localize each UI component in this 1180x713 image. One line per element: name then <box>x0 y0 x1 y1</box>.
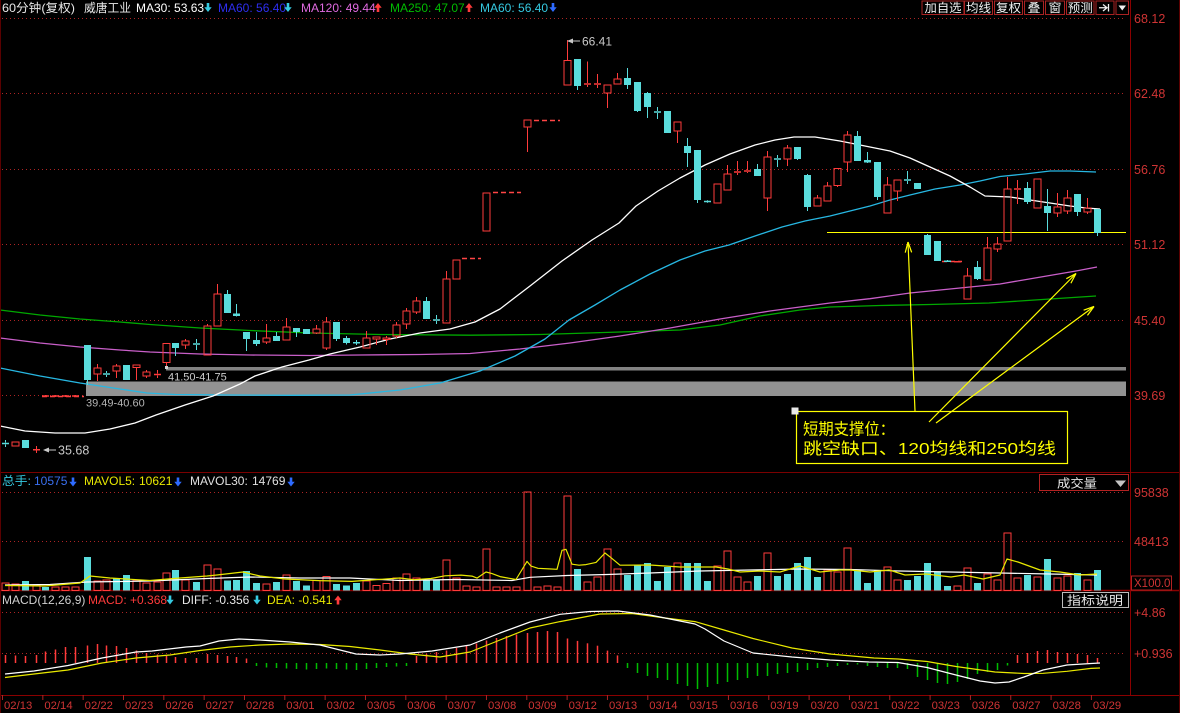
svg-text:03/08: 03/08 <box>488 700 516 712</box>
svg-text:03/22: 03/22 <box>891 700 919 712</box>
svg-text:41.50-41.75: 41.50-41.75 <box>168 372 227 384</box>
svg-text:威唐工业: 威唐工业 <box>84 0 131 15</box>
svg-text:68.12: 68.12 <box>1134 12 1165 26</box>
svg-text:48413: 48413 <box>1134 535 1169 549</box>
svg-text:跳空缺口、120均线和250均线: 跳空缺口、120均线和250均线 <box>803 440 1056 458</box>
svg-text:+0.936: +0.936 <box>1134 647 1173 661</box>
svg-text:DEA: -0.541: DEA: -0.541 <box>267 593 333 607</box>
svg-text:66.41: 66.41 <box>582 35 612 49</box>
svg-text:MA60: 56.40: MA60: 56.40 <box>218 1 286 15</box>
svg-text:MA30: 53.63: MA30: 53.63 <box>136 1 204 15</box>
svg-text:03/01: 03/01 <box>286 700 314 712</box>
svg-text:10621: 10621 <box>139 474 173 488</box>
svg-text:均线: 均线 <box>966 1 991 15</box>
svg-text:03/07: 03/07 <box>448 700 476 712</box>
svg-text:10575: 10575 <box>34 474 68 488</box>
svg-text:MA60: 56.40: MA60: 56.40 <box>480 1 548 15</box>
svg-text:+4.86: +4.86 <box>1134 606 1166 620</box>
svg-text:03/26: 03/26 <box>972 700 1000 712</box>
svg-text:叠: 叠 <box>1028 1 1041 15</box>
svg-text:03/28: 03/28 <box>1053 700 1081 712</box>
svg-text:02/28: 02/28 <box>246 700 274 712</box>
svg-text:62.48: 62.48 <box>1134 87 1165 101</box>
svg-text:DIFF: -0.356: DIFF: -0.356 <box>182 593 250 607</box>
svg-text:03/06: 03/06 <box>407 700 435 712</box>
svg-text:加自选: 加自选 <box>925 1 962 15</box>
svg-text:03/05: 03/05 <box>367 700 395 712</box>
svg-text:指标说明: 指标说明 <box>1067 593 1123 608</box>
svg-text:39.69: 39.69 <box>1134 389 1165 403</box>
svg-text:MAVOL5:: MAVOL5: <box>84 474 135 488</box>
svg-text:56.76: 56.76 <box>1134 163 1165 177</box>
svg-text:35.68: 35.68 <box>58 444 89 458</box>
svg-text:02/27: 02/27 <box>206 700 234 712</box>
svg-text:03/29: 03/29 <box>1093 700 1121 712</box>
svg-text:总手:: 总手: <box>2 474 31 488</box>
svg-text:95838: 95838 <box>1134 486 1169 500</box>
svg-text:复权: 复权 <box>996 1 1021 15</box>
svg-text:03/12: 03/12 <box>569 700 597 712</box>
svg-text:03/13: 03/13 <box>609 700 637 712</box>
svg-text:短期支撑位：: 短期支撑位： <box>803 421 895 439</box>
svg-text:X100.0: X100.0 <box>1134 578 1170 590</box>
svg-text:MA120: 49.44: MA120: 49.44 <box>301 1 376 15</box>
svg-text:MACD(12,26,9): MACD(12,26,9) <box>2 593 85 607</box>
svg-text:MACD: +0.368: MACD: +0.368 <box>88 593 167 607</box>
svg-text:02/26: 02/26 <box>165 700 193 712</box>
svg-text:03/14: 03/14 <box>649 700 677 712</box>
svg-text:14769: 14769 <box>252 474 286 488</box>
svg-text:60分钟(复权): 60分钟(复权) <box>2 0 75 15</box>
svg-text:02/23: 02/23 <box>125 700 153 712</box>
svg-text:02/14: 02/14 <box>44 700 72 712</box>
svg-text:MA250: 47.07: MA250: 47.07 <box>390 1 465 15</box>
svg-text:03/19: 03/19 <box>770 700 798 712</box>
svg-text:03/27: 03/27 <box>1012 700 1040 712</box>
svg-text:03/02: 03/02 <box>327 700 355 712</box>
svg-text:03/21: 03/21 <box>851 700 879 712</box>
svg-text:MAVOL30:: MAVOL30: <box>190 474 248 488</box>
svg-text:03/09: 03/09 <box>528 700 556 712</box>
svg-text:02/13: 02/13 <box>4 700 32 712</box>
svg-text:03/15: 03/15 <box>690 700 718 712</box>
svg-text:39.49-40.60: 39.49-40.60 <box>86 398 145 410</box>
svg-text:02/22: 02/22 <box>85 700 113 712</box>
svg-text:成交量: 成交量 <box>1057 476 1097 491</box>
svg-text:03/16: 03/16 <box>730 700 758 712</box>
svg-text:51.12: 51.12 <box>1134 238 1165 252</box>
svg-text:45.40: 45.40 <box>1134 314 1165 328</box>
svg-text:窗: 窗 <box>1049 1 1062 15</box>
svg-text:预测: 预测 <box>1068 1 1093 15</box>
svg-text:03/23: 03/23 <box>932 700 960 712</box>
svg-text:03/20: 03/20 <box>811 700 839 712</box>
